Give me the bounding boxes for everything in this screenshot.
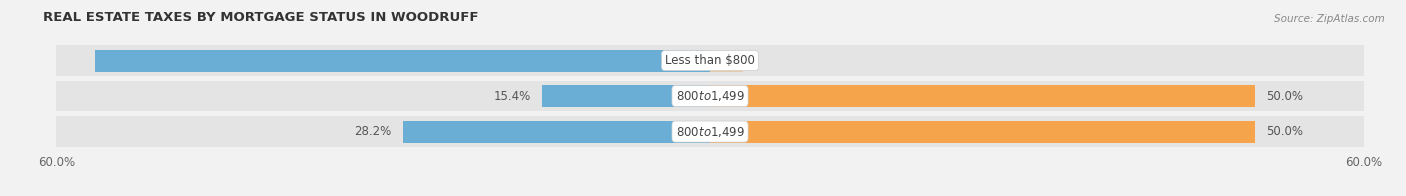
Text: 28.2%: 28.2%: [354, 125, 392, 138]
Text: 56.4%: 56.4%: [693, 54, 735, 67]
Text: $800 to $1,499: $800 to $1,499: [675, 89, 745, 103]
Bar: [402, 121, 710, 142]
Bar: [96, 50, 710, 72]
Text: REAL ESTATE TAXES BY MORTGAGE STATUS IN WOODRUFF: REAL ESTATE TAXES BY MORTGAGE STATUS IN …: [44, 11, 478, 24]
Bar: [56, 116, 1364, 147]
Bar: [543, 85, 710, 107]
Bar: [710, 50, 742, 72]
Text: 0.0%: 0.0%: [721, 54, 751, 67]
Text: 15.4%: 15.4%: [494, 90, 531, 103]
Text: $800 to $1,499: $800 to $1,499: [675, 125, 745, 139]
Bar: [56, 45, 1364, 76]
Text: Less than $800: Less than $800: [665, 54, 755, 67]
Bar: [710, 121, 1256, 142]
Bar: [56, 81, 1364, 112]
Text: Source: ZipAtlas.com: Source: ZipAtlas.com: [1274, 14, 1385, 24]
Bar: [710, 85, 1256, 107]
Text: 50.0%: 50.0%: [1265, 90, 1303, 103]
Text: 50.0%: 50.0%: [1265, 125, 1303, 138]
